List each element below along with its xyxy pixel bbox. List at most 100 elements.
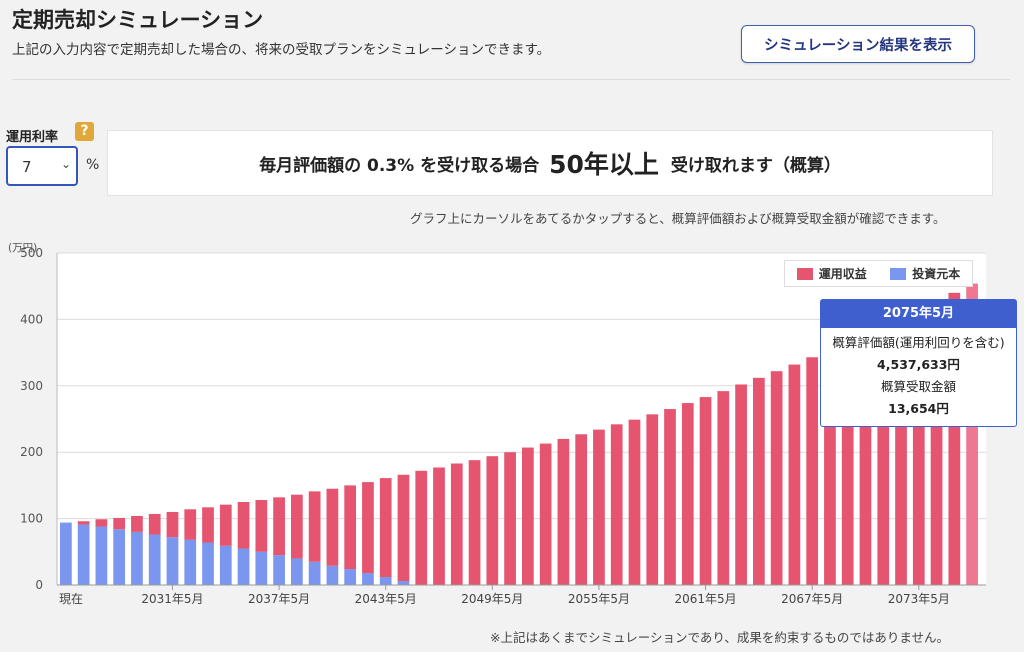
percent-label: % <box>86 157 100 173</box>
y-tick-label: 500 <box>20 248 43 260</box>
legend-swatch-gain <box>796 267 813 280</box>
y-tick-label: 200 <box>20 445 43 459</box>
bar-gain <box>664 409 676 585</box>
bar-gain <box>486 456 499 585</box>
bar-gain <box>788 364 801 585</box>
tooltip-label-receipt: 概算受取金額 <box>880 379 956 394</box>
x-tick-label: 2073年5月 <box>888 592 950 606</box>
bar-gain <box>841 341 854 585</box>
x-tick-label: 2043年5月 <box>355 592 417 606</box>
y-tick-label: 400 <box>20 312 43 326</box>
bar-principal <box>166 537 179 585</box>
bar-gain <box>379 478 392 578</box>
bar-gain <box>912 308 925 585</box>
bar-gain <box>131 515 143 532</box>
bar-gain <box>308 491 321 562</box>
rate-select[interactable]: 7 ⌄ <box>6 146 78 186</box>
bar-gain <box>450 463 463 585</box>
x-tick-label: 2061年5月 <box>674 592 736 606</box>
x-tick-label: 2037年5月 <box>248 592 310 606</box>
bar-principal <box>379 577 392 585</box>
tooltip-value-receipt: 13,654円 <box>888 401 949 416</box>
y-axis-unit: (万円) <box>8 242 38 254</box>
bar-gain <box>397 474 410 582</box>
bar-gain <box>184 509 197 540</box>
bar-gain <box>166 511 179 538</box>
bar-principal <box>148 534 161 585</box>
y-tick-label: 100 <box>20 512 43 526</box>
bar-gain <box>237 502 250 549</box>
bar-principal <box>77 524 90 585</box>
legend: 運用収益 投資元本 <box>784 260 973 287</box>
bar-principal <box>326 565 339 585</box>
bar-principal <box>184 539 197 585</box>
bar-principal <box>60 522 72 585</box>
bar-gain <box>415 470 428 585</box>
x-tick-label: 2067年5月 <box>781 592 843 606</box>
chart-tooltip: 2075年5月 概算評価額(運用利回りを含む) 4,537,633円 概算受取金… <box>820 299 1017 427</box>
bar-gain <box>646 414 659 585</box>
bar-gain <box>753 377 765 585</box>
bar-gain <box>575 434 588 585</box>
legend-swatch-principal <box>890 267 907 280</box>
bar-principal <box>95 526 108 585</box>
bar-gain <box>291 494 303 559</box>
bar-principal <box>308 561 321 585</box>
summary-box: 毎月評価額の 0.3% を受け取る場合 50年以上 受け取れます（概算） <box>107 130 993 196</box>
bar-gain <box>273 497 285 556</box>
tooltip-label-valuation: 概算評価額(運用利回りを含む) <box>832 335 1005 350</box>
bar-gain <box>735 384 747 585</box>
bar-gain <box>699 397 712 585</box>
page-description: 上記の入力内容で定期売却した場合の、将来の受取プランをシミュレーションできます。 <box>12 42 551 58</box>
bar-gain <box>557 438 570 585</box>
help-icon[interactable]: ? <box>75 122 94 141</box>
bar-gain <box>148 513 161 535</box>
x-tick-label: 2049年5月 <box>461 592 523 606</box>
bar-gain <box>433 467 445 585</box>
legend-item-principal: 投資元本 <box>890 265 960 282</box>
bar-gain <box>824 349 836 585</box>
legend-label-principal: 投資元本 <box>912 267 961 281</box>
tooltip-value-valuation: 4,537,633円 <box>877 357 960 372</box>
x-tick-label: 2031年5月 <box>141 592 203 606</box>
bar-gain <box>593 429 605 585</box>
summary-years: 50年以上 <box>549 150 659 179</box>
summary-text-2: 受け取れます（概算） <box>670 155 841 176</box>
bar-gain <box>219 504 232 546</box>
bar-gain <box>859 334 872 585</box>
bar-gain <box>113 517 126 530</box>
bar-principal <box>219 545 232 585</box>
legend-label-gain: 運用収益 <box>818 267 867 281</box>
bar-principal <box>362 573 374 585</box>
y-tick-label: 0 <box>35 578 43 592</box>
bar-gain <box>95 519 108 527</box>
bar-gain <box>948 292 961 585</box>
bar-gain <box>895 317 907 585</box>
page-title: 定期売却シミュレーション <box>12 8 264 32</box>
bar-principal <box>131 531 143 585</box>
bar-principal <box>202 542 214 585</box>
bar-gain <box>877 326 890 585</box>
bar-gain <box>717 391 730 585</box>
bar-gain <box>255 500 268 552</box>
bar-gain <box>806 357 819 585</box>
divider <box>12 79 1010 80</box>
bar-gain <box>468 460 481 585</box>
bar-gain <box>930 299 943 585</box>
bar-gain <box>628 419 641 585</box>
chevron-down-icon: ⌄ <box>60 157 71 171</box>
bar-gain <box>770 371 783 585</box>
chart-hint: グラフ上にカーソルをあてるかタップすると、概算評価額および概算受取金額が確認でき… <box>410 211 946 226</box>
rate-label: 運用利率 <box>6 130 59 145</box>
bar-principal <box>237 548 250 585</box>
bar-principal <box>344 569 357 585</box>
x-tick-label: 2055年5月 <box>568 592 630 606</box>
bar-gain <box>966 283 978 585</box>
show-results-button[interactable]: シミュレーション結果を表示 <box>741 25 975 63</box>
bar-gain <box>522 447 534 585</box>
tooltip-date: 2075年5月 <box>821 300 1016 328</box>
bar-gain <box>77 521 90 525</box>
bar-gain <box>362 482 374 574</box>
disclaimer: ※上記はあくまでシミュレーションであり、成果を約束するものではありません。 <box>490 630 949 645</box>
bar-principal <box>397 581 410 585</box>
